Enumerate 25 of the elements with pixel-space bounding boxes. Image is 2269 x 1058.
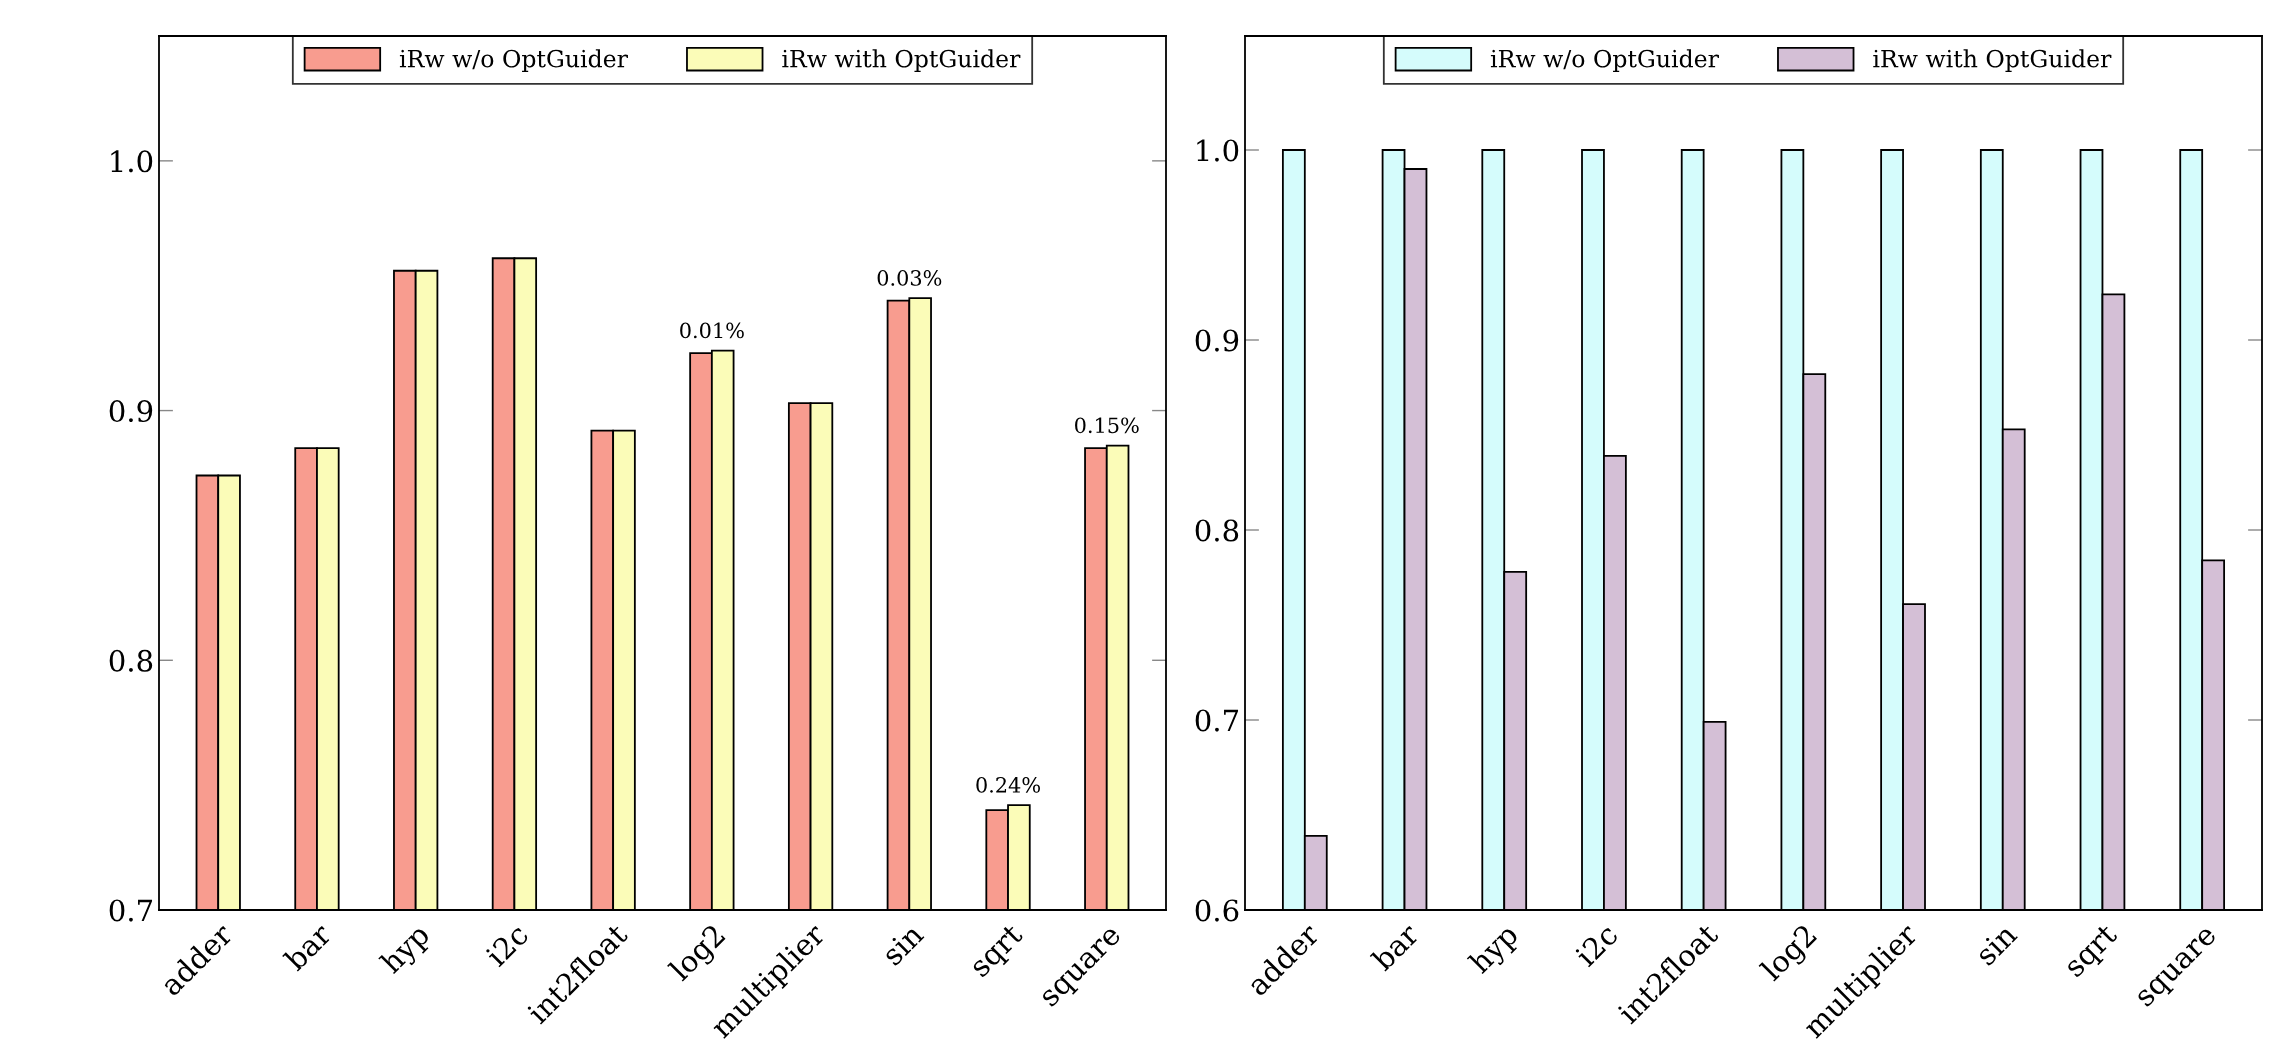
x-tick-label: bar bbox=[1369, 921, 1421, 972]
x-tick-label: i2c bbox=[484, 922, 530, 968]
legend-label: iRw w/o OptGuider bbox=[1490, 49, 1719, 73]
x-tick-label: sin bbox=[880, 922, 925, 967]
annotation: 0.15% bbox=[1075, 417, 1139, 434]
y-tick-label: 0.7 bbox=[1195, 709, 1239, 732]
y-tick-label: 0.8 bbox=[109, 649, 153, 672]
x-tick-label: hyp bbox=[1466, 922, 1524, 979]
x-tick-label: i2c bbox=[1573, 922, 1619, 968]
annotation: 0.03% bbox=[877, 270, 942, 286]
y-tick-label: 0.8 bbox=[1195, 519, 1239, 542]
y-tick-label: 0.6 bbox=[1195, 899, 1239, 922]
y-tick-label: 1.0 bbox=[111, 150, 153, 173]
legend-label: iRw w/o OptGuider bbox=[399, 49, 628, 73]
x-tick-label: hyp bbox=[378, 922, 435, 979]
y-tick-label: 0.7 bbox=[109, 899, 153, 922]
annotation: 0.24% bbox=[976, 776, 1040, 793]
x-tick-label: sin bbox=[1973, 922, 2019, 967]
y-tick-label: 1.0 bbox=[1197, 139, 1239, 162]
legend-label: iRw with OptGuider bbox=[1873, 49, 2112, 73]
y-tick-label: 0.9 bbox=[1195, 329, 1239, 352]
y-tick-label: 0.9 bbox=[109, 400, 153, 423]
x-tick-label: bar bbox=[282, 921, 333, 972]
annotation: 0.01% bbox=[680, 322, 744, 339]
legend-label: iRw with OptGuider bbox=[782, 49, 1021, 73]
